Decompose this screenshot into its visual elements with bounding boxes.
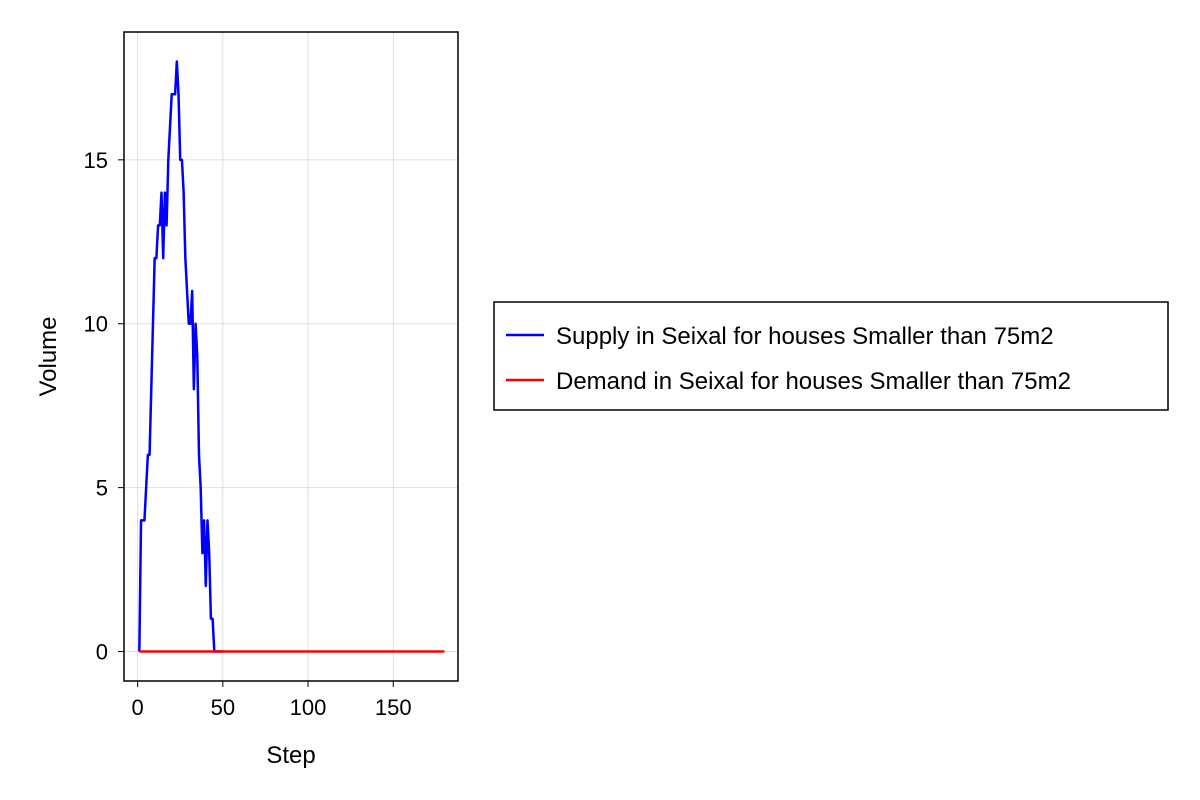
x-tick-label: 150 — [375, 695, 412, 720]
plot-lines — [138, 60, 445, 653]
y-axis: 0 5 10 15 — [84, 148, 124, 665]
x-axis-label: Step — [266, 742, 315, 769]
legend-label-demand: Demand in Seixal for houses Smaller than… — [556, 368, 1071, 395]
x-tick-label: 100 — [290, 695, 327, 720]
y-tick-label: 10 — [84, 312, 108, 337]
y-tick-label: 5 — [96, 476, 108, 501]
y-tick-label: 15 — [84, 148, 108, 173]
x-axis: 0 50 100 150 — [132, 681, 412, 720]
legend: Supply in Seixal for houses Smaller than… — [493, 301, 1169, 411]
grid — [124, 32, 458, 681]
legend-label-supply: Supply in Seixal for houses Smaller than… — [556, 323, 1054, 350]
legend-box — [493, 301, 1169, 411]
supply-series-line — [138, 60, 223, 653]
y-tick-label: 0 — [96, 640, 108, 665]
x-tick-label: 50 — [211, 695, 235, 720]
plot-frame — [123, 31, 459, 682]
x-tick-label: 0 — [132, 695, 144, 720]
y-axis-label: Volume — [35, 316, 62, 396]
